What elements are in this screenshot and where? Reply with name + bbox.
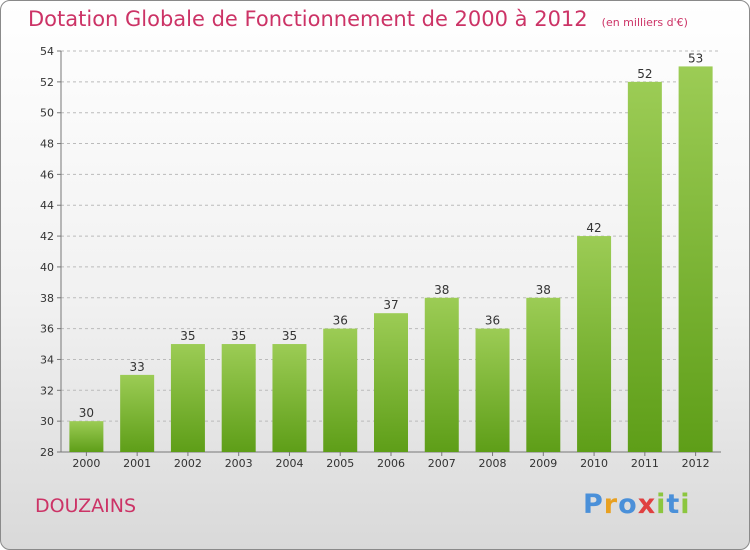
y-tick-label: 50 xyxy=(40,107,54,120)
bar-value-label: 53 xyxy=(688,51,703,65)
logo-letter: P xyxy=(583,489,604,520)
bar xyxy=(424,297,459,452)
labels: 28 30 32 34 36 38 40 42 44 46 48 50 52 54 30 2000 33 2001… xyxy=(40,45,710,470)
y-tick-label: 48 xyxy=(40,138,54,151)
bar xyxy=(272,344,307,452)
logo-letter: i xyxy=(680,489,691,520)
bar-value-label: 36 xyxy=(333,314,348,328)
bar-value-label: 42 xyxy=(586,221,601,235)
logo-letter: i xyxy=(656,489,667,520)
x-tick-label: 2001 xyxy=(123,457,151,470)
bar-value-label: 52 xyxy=(637,67,652,81)
bar xyxy=(221,344,256,452)
bar xyxy=(678,66,713,452)
logo-letter: t xyxy=(666,489,681,520)
bar xyxy=(120,374,155,452)
x-tick-label: 2008 xyxy=(479,457,507,470)
bar-value-label: 33 xyxy=(130,360,145,374)
y-tick-label: 40 xyxy=(40,261,54,274)
y-tick-label: 42 xyxy=(40,230,54,243)
bar-value-label: 38 xyxy=(536,283,551,297)
x-tick-label: 2002 xyxy=(174,457,202,470)
y-tick-label: 52 xyxy=(40,76,54,89)
logo-letter: r xyxy=(603,489,619,520)
bar xyxy=(69,421,104,452)
bars xyxy=(69,66,713,452)
bar-value-label: 35 xyxy=(231,329,246,343)
bar-value-label: 35 xyxy=(180,329,195,343)
x-tick-label: 2000 xyxy=(72,457,100,470)
bar xyxy=(170,344,205,452)
y-tick-label: 30 xyxy=(40,415,54,428)
bar xyxy=(577,236,612,452)
chart-title: Dotation Globale de Fonctionnement de 20… xyxy=(28,7,588,31)
bar xyxy=(323,328,358,452)
y-tick-label: 46 xyxy=(40,168,54,181)
x-tick-label: 2009 xyxy=(529,457,557,470)
y-tick-label: 44 xyxy=(40,199,54,212)
y-tick-label: 38 xyxy=(40,292,54,305)
x-tick-label: 2003 xyxy=(225,457,253,470)
x-tick-label: 2010 xyxy=(580,457,608,470)
bar xyxy=(475,328,510,452)
x-tick-label: 2005 xyxy=(326,457,354,470)
logo-letter: x xyxy=(637,489,657,520)
logo-letter: o xyxy=(618,489,638,520)
bar-value-label: 30 xyxy=(79,406,94,420)
x-tick-label: 2012 xyxy=(682,457,710,470)
x-tick-label: 2004 xyxy=(275,457,303,470)
bar-value-label: 38 xyxy=(434,283,449,297)
y-tick-label: 32 xyxy=(40,384,54,397)
bar-value-label: 37 xyxy=(383,298,398,312)
y-tick-label: 34 xyxy=(40,353,54,366)
commune-name: DOUZAINS xyxy=(35,495,137,517)
chart-subtitle: (en milliers d'€) xyxy=(601,16,688,29)
x-tick-label: 2006 xyxy=(377,457,405,470)
bar-value-label: 35 xyxy=(282,329,297,343)
bar xyxy=(374,313,408,452)
bar xyxy=(627,81,662,452)
x-tick-label: 2007 xyxy=(428,457,456,470)
y-tick-label: 54 xyxy=(40,45,54,58)
bar-value-label: 36 xyxy=(485,314,500,328)
title-line: Dotation Globale de Fonctionnement de 20… xyxy=(28,7,688,31)
y-tick-label: 28 xyxy=(40,446,54,459)
proxiti-logo[interactable]: Proxiti xyxy=(583,489,691,520)
y-tick-label: 36 xyxy=(40,323,54,336)
bar xyxy=(526,297,561,452)
x-tick-label: 2011 xyxy=(631,457,659,470)
